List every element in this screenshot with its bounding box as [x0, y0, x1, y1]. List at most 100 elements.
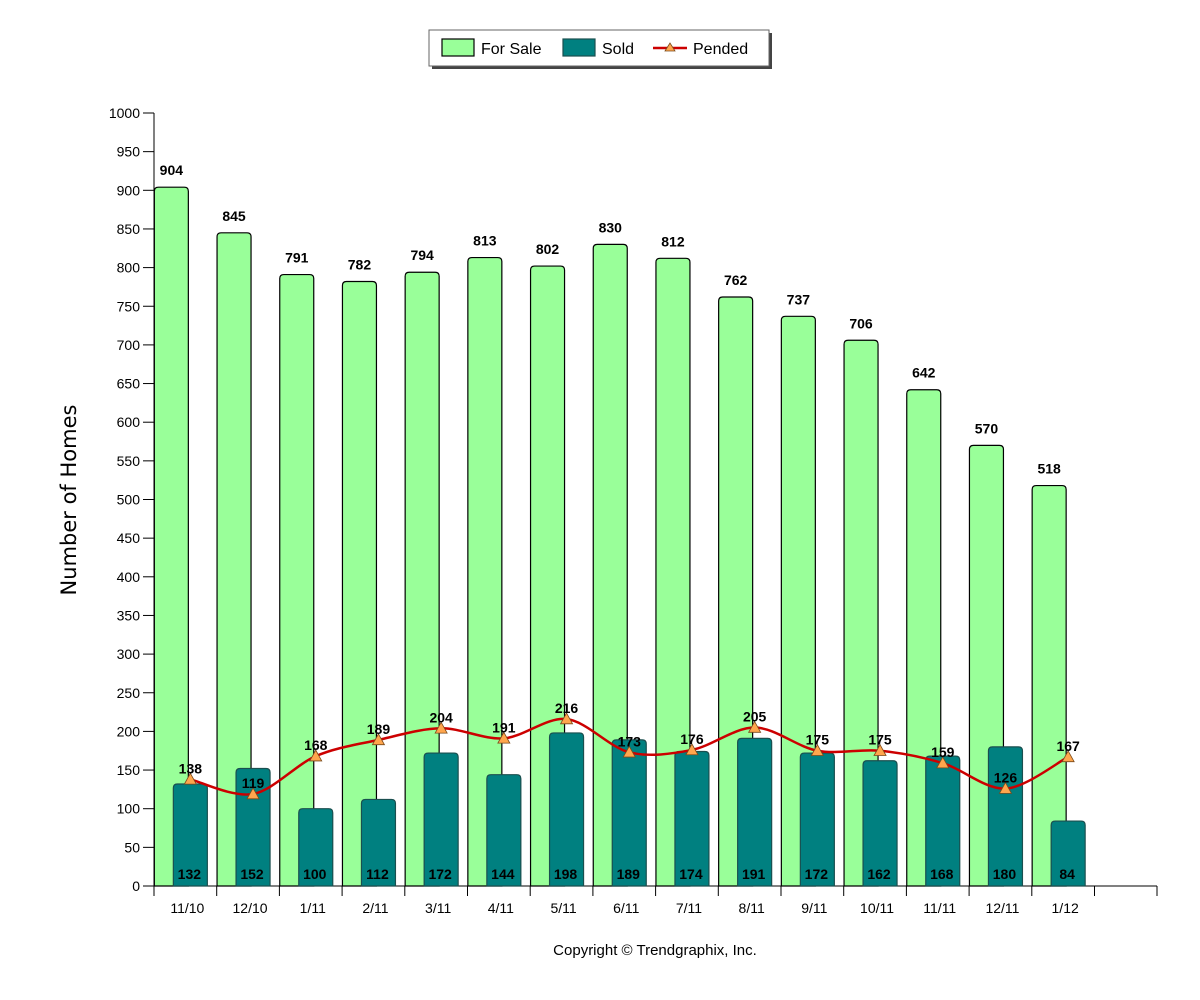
- pended-marker: [873, 743, 887, 756]
- pended-marker: [936, 756, 950, 769]
- y-tick-label: 450: [117, 530, 141, 546]
- for-sale-value-label: 813: [473, 233, 497, 249]
- sold-value-label: 172: [805, 866, 829, 882]
- for-sale-value-label: 762: [724, 272, 748, 288]
- x-tick-label: 1/11: [300, 900, 326, 916]
- for-sale-bar: [780, 315, 816, 887]
- for-sale-value-label: 904: [160, 162, 184, 178]
- x-tick-label: 8/11: [739, 900, 765, 916]
- y-tick-label: 800: [117, 260, 141, 276]
- sold-value-label: 180: [993, 866, 1017, 882]
- legend-label-pended: Pended: [693, 41, 748, 58]
- y-tick-label: 250: [117, 685, 141, 701]
- pended-value-label: 138: [179, 760, 203, 776]
- x-tick-label: 11/10: [170, 900, 204, 916]
- y-tick-label: 600: [117, 414, 141, 430]
- pended-value-label: 168: [304, 737, 328, 753]
- for-sale-bar: [216, 232, 252, 887]
- x-tick-label: 12/10: [233, 900, 268, 916]
- y-tick-label: 100: [117, 801, 141, 817]
- y-tick-label: 1000: [109, 105, 140, 121]
- sold-bar: [1050, 820, 1086, 887]
- pended-marker: [998, 781, 1013, 794]
- for-sale-value-label: 791: [285, 250, 309, 266]
- for-sale-bar: [1031, 484, 1067, 887]
- sold-value-label: 174: [679, 866, 703, 882]
- sold-value-label: 144: [491, 866, 515, 882]
- x-tick-label: 12/11: [985, 900, 1019, 916]
- pended-value-label: 159: [931, 744, 955, 760]
- pended-marker: [810, 743, 825, 756]
- y-axis: 0 50 100 150 200 250 300 350 400 450 500 550 600 650 7…: [109, 105, 155, 894]
- for-sale-bar: [467, 256, 503, 887]
- sold-value-label: 189: [617, 866, 641, 882]
- sold-bar: [360, 798, 397, 887]
- pended-value-label: 119: [242, 775, 265, 791]
- pended-value-label: 175: [868, 732, 892, 748]
- pended-marker: [246, 787, 260, 800]
- for-sale-value-label: 845: [222, 208, 246, 224]
- x-tick-label: 7/11: [676, 900, 702, 916]
- pended-marker: [622, 745, 636, 758]
- sold-bar: [298, 808, 334, 887]
- y-tick-label: 500: [117, 492, 141, 508]
- for-sale-value-label: 642: [912, 365, 936, 381]
- sold-bar: [235, 767, 271, 887]
- y-tick-label: 200: [117, 723, 141, 739]
- x-tick-label: 1/12: [1052, 900, 1079, 916]
- pended-value-label: 204: [429, 709, 453, 725]
- y-tick-label: 50: [124, 839, 140, 855]
- sold-value-label: 172: [428, 866, 452, 882]
- x-tick-label: 11/11: [923, 900, 956, 916]
- pended-value-label: 191: [492, 719, 516, 735]
- for-sale-value-label: 706: [849, 315, 873, 331]
- legend-label-for-sale: For Sale: [481, 41, 542, 58]
- for-sale-bar: [153, 186, 189, 887]
- sold-value-label: 198: [554, 866, 578, 882]
- for-sale-bar: [341, 280, 378, 887]
- legend-box: [428, 29, 770, 67]
- x-tick-label: 6/11: [613, 900, 639, 916]
- legend-marker-pended: [664, 42, 676, 52]
- for-sale-value-label: 812: [661, 233, 685, 249]
- pended-value-label: 167: [1056, 738, 1080, 754]
- sold-value-label: 152: [240, 866, 264, 882]
- pended-value-label: 216: [555, 700, 579, 716]
- y-tick-label: 900: [117, 182, 141, 198]
- sold-value-label: 162: [867, 866, 891, 882]
- x-axis: 11/10 12/10 1/11 2/11 3/11 4/11 5/11 6/11 7/11 8/…: [153, 885, 1158, 916]
- for-sale-value-label: 794: [410, 247, 434, 263]
- pended-value-label: 205: [743, 709, 767, 725]
- y-tick-label: 400: [117, 569, 141, 585]
- for-sale-value-label: 830: [599, 219, 623, 235]
- legend-swatch-for-sale: [441, 38, 475, 57]
- x-tick-label: 5/11: [550, 900, 576, 916]
- y-tick-label: 650: [117, 376, 141, 392]
- pended-marker: [371, 733, 386, 746]
- sold-bar: [611, 739, 647, 887]
- pended-value-label: 175: [806, 732, 830, 748]
- for-sale-value-label: 518: [1037, 461, 1061, 477]
- pended-value-label: 176: [680, 731, 704, 747]
- legend-swatch-sold: [562, 38, 596, 57]
- pended-marker: [685, 743, 699, 756]
- y-tick-label: 150: [117, 762, 141, 778]
- y-tick-label: 550: [117, 453, 141, 469]
- pended-value-label: 173: [618, 733, 642, 749]
- sold-value-label: 132: [178, 866, 202, 882]
- x-tick-label: 9/11: [801, 900, 827, 916]
- for-sale-bars: [153, 186, 1067, 887]
- pended-marker: [183, 772, 198, 785]
- pended-marker: [747, 720, 762, 733]
- sold-bar: [862, 760, 898, 887]
- x-tick-label: 10/11: [860, 900, 894, 916]
- for-sale-bar: [279, 273, 315, 887]
- pended-marker: [309, 749, 323, 762]
- pended-line: [183, 712, 1075, 800]
- y-tick-label: 350: [117, 607, 141, 623]
- pended-marker: [1061, 750, 1075, 763]
- legend: For Sale Sold Pended: [428, 29, 772, 69]
- sold-bar: [548, 732, 585, 887]
- sold-bar: [486, 774, 522, 887]
